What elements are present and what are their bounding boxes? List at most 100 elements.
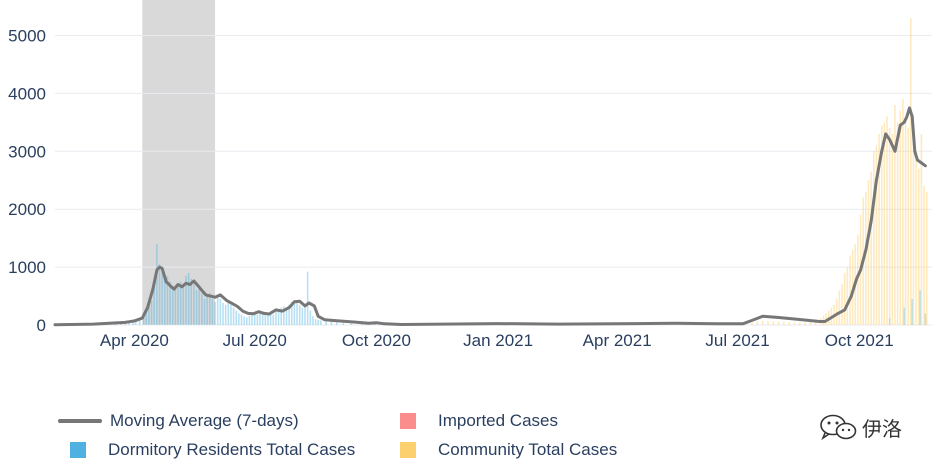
y-tick-label: 1000 bbox=[8, 258, 46, 277]
bar bbox=[886, 116, 888, 325]
bar bbox=[150, 300, 153, 325]
bar bbox=[187, 272, 190, 325]
bar bbox=[288, 304, 290, 325]
bar bbox=[171, 290, 174, 325]
bar bbox=[174, 287, 177, 325]
bar bbox=[849, 255, 851, 325]
bar bbox=[920, 133, 923, 325]
bar bbox=[132, 321, 134, 325]
bar bbox=[925, 191, 928, 325]
legend-item-imported[interactable]: Imported Cases bbox=[386, 411, 558, 431]
bar bbox=[899, 110, 902, 326]
bar bbox=[269, 311, 272, 325]
bar bbox=[751, 322, 753, 325]
y-axis-ticks: 0 1000 2000 3000 4000 5000 bbox=[8, 27, 46, 336]
bar bbox=[264, 315, 267, 325]
bar bbox=[309, 310, 312, 325]
bar bbox=[846, 267, 849, 325]
bar bbox=[857, 235, 859, 325]
x-tick-label: Jul 2021 bbox=[705, 331, 769, 350]
y-tick-label: 2000 bbox=[8, 200, 46, 219]
bar bbox=[142, 316, 145, 325]
x-axis-ticks: Apr 2020 Jul 2020 Oct 2020 Jan 2021 Apr 2021… bbox=[100, 331, 894, 350]
bar bbox=[275, 308, 277, 325]
bar bbox=[867, 180, 870, 325]
bar bbox=[198, 289, 200, 325]
bar bbox=[891, 133, 894, 325]
watermark: 伊洛 bbox=[818, 412, 902, 442]
bar bbox=[156, 243, 158, 325]
bar bbox=[756, 321, 759, 325]
bar bbox=[190, 278, 193, 325]
moving-average-layer bbox=[53, 106, 927, 327]
bar bbox=[177, 284, 179, 325]
bar bbox=[224, 304, 227, 325]
bar bbox=[912, 139, 915, 325]
bar bbox=[767, 320, 769, 325]
x-tick-label: Apr 2020 bbox=[100, 331, 169, 350]
bar bbox=[894, 104, 896, 325]
bar bbox=[253, 312, 256, 325]
bar bbox=[182, 287, 185, 325]
bar bbox=[185, 275, 187, 325]
bar bbox=[203, 298, 206, 325]
y-tick-label: 0 bbox=[37, 316, 46, 335]
y-tick-label: 5000 bbox=[8, 27, 46, 46]
legend-item-moving-average[interactable]: Moving Average (7-days) bbox=[58, 411, 299, 431]
bar bbox=[843, 272, 846, 325]
bar bbox=[251, 313, 253, 325]
bar bbox=[911, 298, 913, 325]
bar bbox=[158, 264, 161, 325]
bar bbox=[888, 128, 891, 325]
y-tick-label: 4000 bbox=[8, 84, 46, 103]
bar bbox=[261, 313, 264, 325]
bar bbox=[910, 18, 912, 325]
legend-item-community[interactable]: Community Total Cases bbox=[386, 440, 617, 460]
bar bbox=[296, 302, 298, 325]
bar bbox=[153, 287, 156, 325]
bar bbox=[195, 290, 198, 325]
bar bbox=[314, 319, 317, 325]
legend-label-dormitory: Dormitory Residents Total Cases bbox=[108, 440, 356, 459]
bar bbox=[235, 310, 238, 325]
x-tick-label: Oct 2021 bbox=[825, 331, 894, 350]
bar bbox=[312, 316, 314, 325]
bar bbox=[841, 284, 843, 325]
bar bbox=[907, 128, 909, 325]
bar bbox=[201, 293, 203, 325]
bar bbox=[161, 267, 163, 325]
bar bbox=[134, 320, 137, 325]
bar bbox=[128, 322, 130, 325]
bar bbox=[193, 284, 195, 325]
bar bbox=[798, 322, 801, 325]
bar bbox=[179, 281, 182, 325]
bar bbox=[248, 315, 251, 325]
y-tick-label: 3000 bbox=[8, 142, 46, 161]
bar bbox=[325, 320, 327, 325]
bar bbox=[227, 301, 230, 325]
watermark-text: 伊洛 bbox=[862, 418, 902, 441]
bar bbox=[238, 313, 240, 325]
bar bbox=[917, 168, 920, 325]
bar bbox=[330, 321, 333, 325]
legend-swatch-imported bbox=[400, 413, 416, 429]
bar bbox=[138, 319, 141, 325]
bars bbox=[115, 18, 928, 326]
bar bbox=[777, 321, 780, 325]
bar bbox=[896, 122, 899, 325]
bar bbox=[804, 322, 806, 325]
bar bbox=[211, 298, 214, 325]
lockdown-shade bbox=[142, 0, 216, 325]
bar bbox=[788, 322, 790, 325]
bar bbox=[214, 301, 216, 325]
shaded-period bbox=[142, 0, 216, 325]
legend-line-moving-average bbox=[58, 419, 102, 423]
legend-label-imported: Imported Cases bbox=[438, 411, 558, 430]
bar bbox=[772, 321, 775, 325]
bar bbox=[350, 323, 353, 325]
bar bbox=[280, 307, 282, 325]
bar bbox=[285, 308, 288, 325]
legend-item-dormitory[interactable]: Dormitory Residents Total Cases bbox=[56, 440, 355, 460]
bar bbox=[924, 313, 927, 325]
legend-swatch-dormitory bbox=[70, 442, 86, 458]
